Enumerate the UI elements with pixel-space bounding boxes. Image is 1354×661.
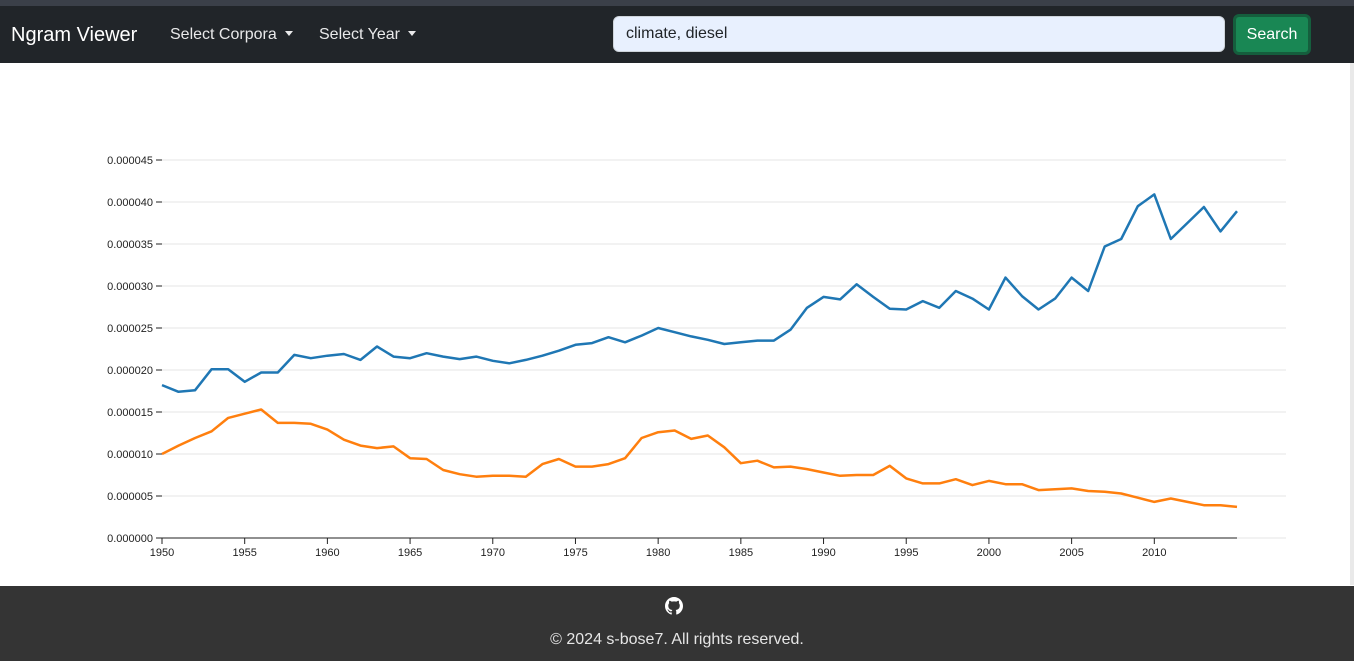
x-tick-label: 1990: [811, 547, 835, 559]
x-tick-label: 1995: [894, 547, 918, 559]
github-icon[interactable]: [665, 597, 683, 615]
select-corpora-label: Select Corpora: [170, 26, 277, 43]
x-tick-label: 1975: [563, 547, 587, 559]
ngram-line-chart: 0.000000 0.000005 0.000010 0.000015 0.000020…: [107, 155, 1286, 559]
y-tick-label: 0.000015: [107, 407, 153, 419]
x-tick-label: 1965: [398, 547, 422, 559]
series-line-diesel[interactable]: [161, 408, 1238, 509]
x-tick-label: 2010: [1142, 547, 1166, 559]
browser-top-edge: [0, 0, 1354, 6]
footer: © 2024 s-bose7. All rights reserved.: [0, 586, 1354, 661]
chart-gridlines: [162, 159, 1286, 539]
x-tick-label: 1980: [646, 547, 670, 559]
x-tick-label: 1960: [315, 547, 339, 559]
x-tick-label: 1970: [481, 547, 505, 559]
scrollbar[interactable]: [1350, 63, 1354, 585]
select-corpora-dropdown[interactable]: Select Corpora: [170, 25, 293, 45]
search-button[interactable]: Search: [1233, 14, 1311, 55]
select-year-label: Select Year: [319, 26, 400, 43]
navbar: Ngram Viewer Select Corpora Select Year …: [0, 6, 1354, 63]
y-tick-label: 0.000035: [107, 239, 153, 251]
chart-y-axis: 0.000000 0.000005 0.000010 0.000015 0.000020…: [107, 155, 162, 545]
chart-series-group: [161, 193, 1238, 509]
series-line-climate[interactable]: [161, 193, 1238, 394]
x-tick-label: 1985: [729, 547, 753, 559]
select-year-dropdown[interactable]: Select Year: [319, 25, 416, 45]
y-tick-label: 0.000010: [107, 449, 153, 461]
search-input[interactable]: [613, 16, 1225, 52]
x-tick-label: 1955: [232, 547, 256, 559]
caret-down-icon: [407, 31, 416, 36]
copyright-text: © 2024 s-bose7. All rights reserved.: [550, 631, 804, 648]
y-tick-label: 0.000020: [107, 365, 153, 377]
y-tick-label: 0.000025: [107, 323, 153, 335]
x-tick-label: 2000: [977, 547, 1001, 559]
y-tick-label: 0.000040: [107, 197, 153, 209]
y-tick-label: 0.000045: [107, 155, 153, 167]
y-tick-label: 0.000005: [107, 491, 153, 503]
x-tick-label: 1950: [150, 547, 174, 559]
y-tick-label: 0.000000: [107, 533, 153, 545]
chart-x-axis: 1950 1955 1960 1965 1970 1975 1980 1985 1990 1995…: [150, 537, 1237, 559]
navbar-brand[interactable]: Ngram Viewer: [11, 24, 138, 46]
y-tick-label: 0.000030: [107, 281, 153, 293]
caret-down-icon: [284, 31, 293, 36]
x-tick-label: 2005: [1059, 547, 1083, 559]
